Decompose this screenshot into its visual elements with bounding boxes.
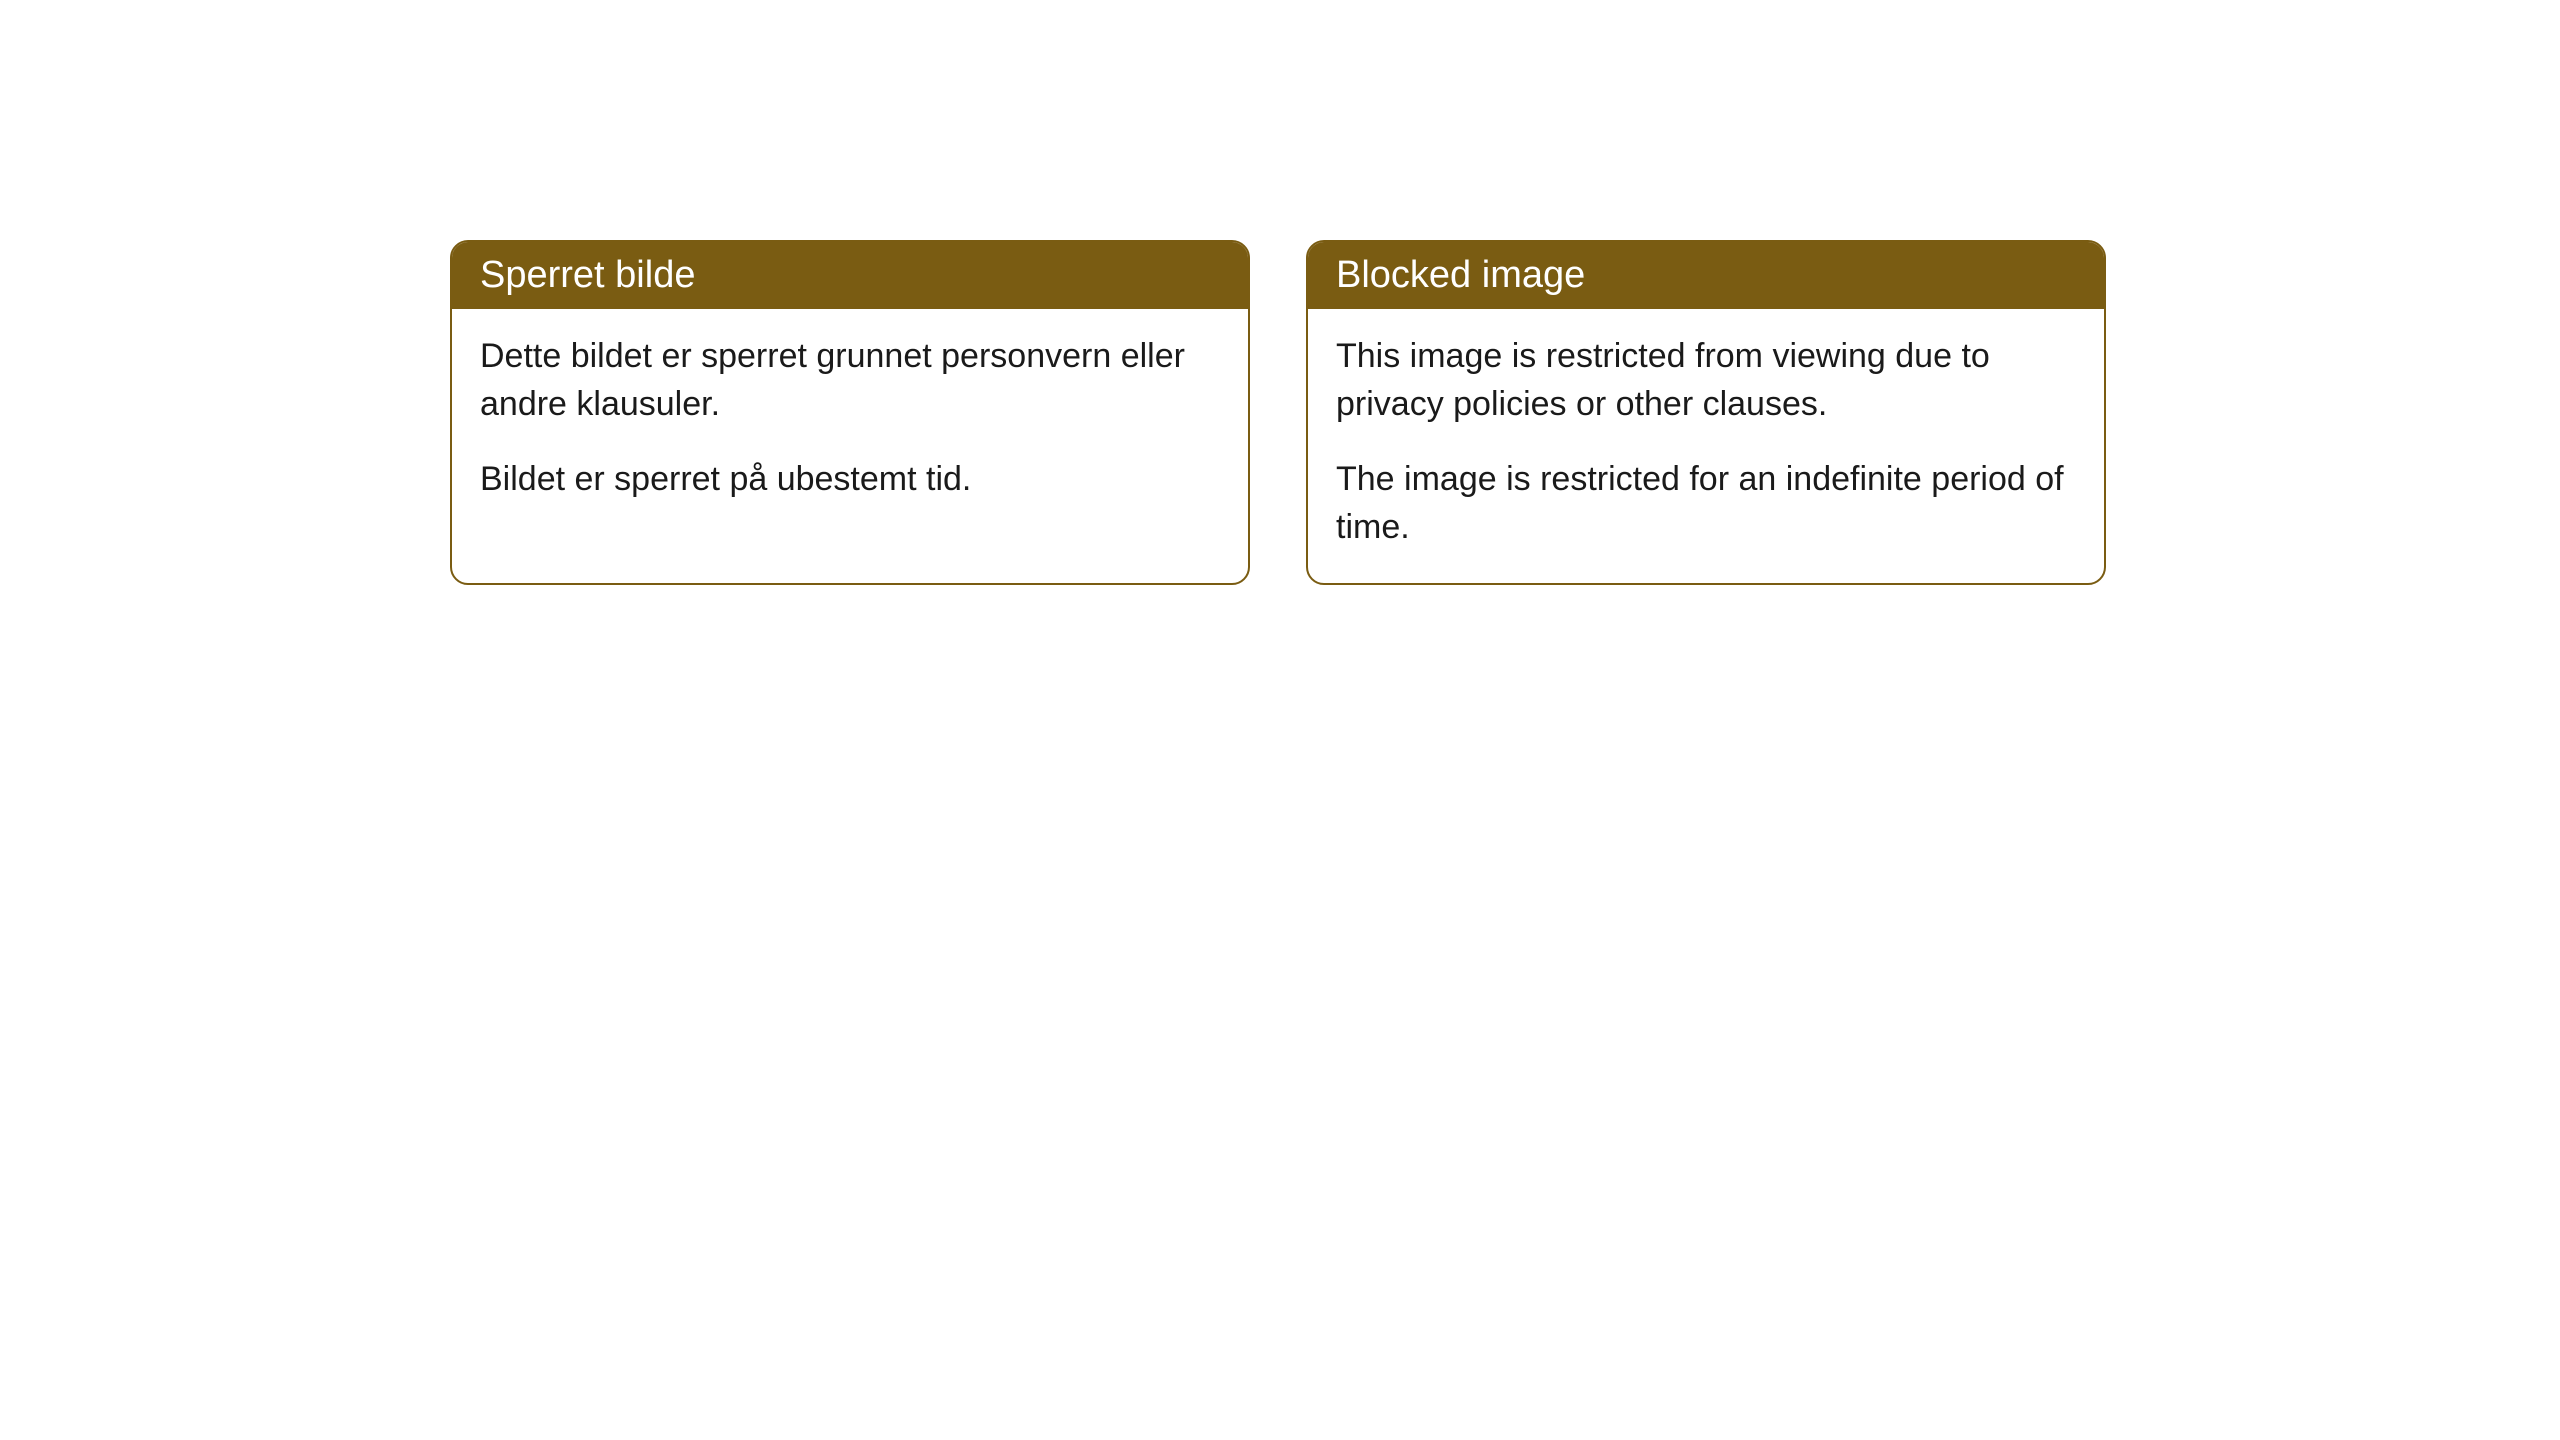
card-header: Blocked image — [1308, 242, 2104, 309]
card-paragraph: The image is restricted for an indefinit… — [1336, 456, 2076, 551]
card-body: Dette bildet er sperret grunnet personve… — [452, 309, 1248, 536]
notice-cards-container: Sperret bilde Dette bildet er sperret gr… — [450, 240, 2560, 585]
card-paragraph: Bildet er sperret på ubestemt tid. — [480, 456, 1220, 504]
card-title: Sperret bilde — [480, 254, 695, 296]
card-paragraph: Dette bildet er sperret grunnet personve… — [480, 333, 1220, 428]
card-body: This image is restricted from viewing du… — [1308, 309, 2104, 583]
card-title: Blocked image — [1336, 254, 1585, 296]
card-paragraph: This image is restricted from viewing du… — [1336, 333, 2076, 428]
card-header: Sperret bilde — [452, 242, 1248, 309]
notice-card-norwegian: Sperret bilde Dette bildet er sperret gr… — [450, 240, 1250, 585]
notice-card-english: Blocked image This image is restricted f… — [1306, 240, 2106, 585]
